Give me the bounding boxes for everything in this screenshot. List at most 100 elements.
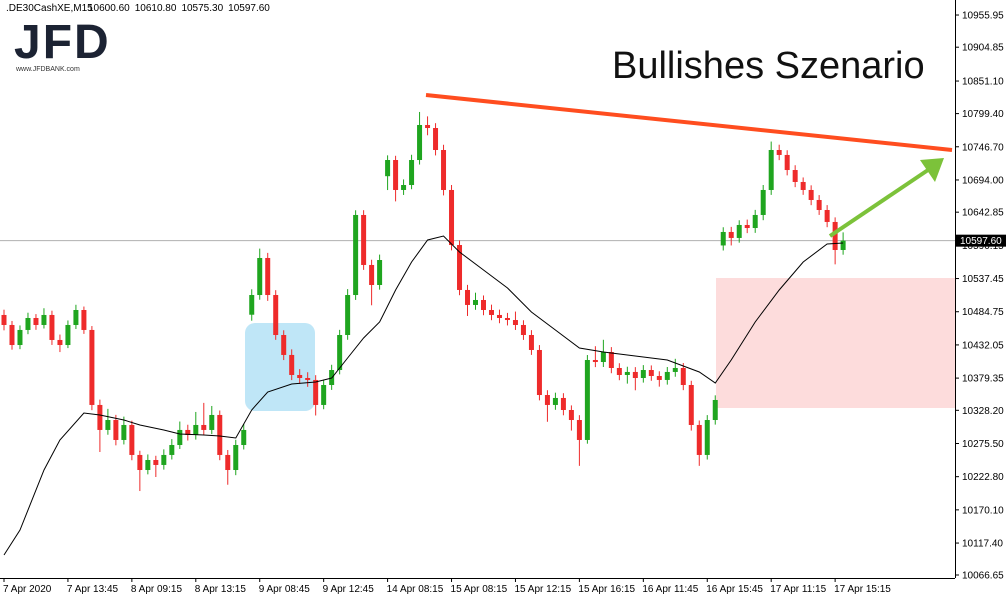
- x-tick-label: 7 Apr 13:45: [67, 584, 119, 595]
- header-value: 10610.80: [135, 3, 177, 14]
- last-price-box: [956, 234, 1006, 247]
- moving-average: [3, 235, 844, 556]
- candle-body: [664, 371, 670, 380]
- y-tick-label: 10537.45: [962, 274, 1004, 285]
- candle-body: [105, 420, 111, 430]
- candle-body: [784, 154, 790, 171]
- candle-body: [145, 459, 151, 471]
- candle-body: [89, 329, 95, 405]
- arrow-shaft: [828, 168, 930, 238]
- header-value: 10600.60: [88, 3, 130, 14]
- candle-body: [33, 317, 39, 325]
- candle-body: [433, 128, 439, 150]
- y-tick-label: 10484.75: [962, 307, 1004, 318]
- candle-body: [217, 414, 223, 455]
- y-tick-label: 10851.10: [962, 77, 1004, 88]
- candle-body: [776, 149, 782, 155]
- candle-body: [97, 404, 103, 430]
- candle-body: [321, 384, 327, 405]
- candle-body: [417, 124, 423, 161]
- candle-body: [736, 224, 742, 238]
- candle-body: [257, 257, 263, 296]
- candle-body: [568, 409, 574, 421]
- x-tick-label: 8 Apr 13:15: [195, 584, 247, 595]
- y-tick-label: 10799.40: [962, 109, 1004, 120]
- candle-body: [728, 231, 734, 238]
- x-tick-label: 16 Apr 15:45: [706, 584, 763, 595]
- candle-body: [193, 424, 199, 435]
- candle-body: [584, 359, 590, 440]
- candle-body: [1, 314, 7, 325]
- candle-body: [177, 429, 183, 446]
- candle-body: [696, 424, 702, 455]
- logo: JFD: [14, 16, 111, 69]
- candle-body: [800, 181, 806, 190]
- candle-body: [273, 295, 279, 335]
- y-tick-label: 10432.05: [962, 340, 1004, 351]
- y-tick-label: 10904.85: [962, 43, 1004, 54]
- candle-body: [129, 424, 135, 455]
- candle-body: [401, 185, 407, 190]
- candle-body: [345, 295, 351, 335]
- candle-body: [496, 314, 502, 318]
- candle-body: [201, 424, 207, 430]
- candle-body: [616, 367, 622, 375]
- candle-body: [121, 424, 127, 440]
- candle-body: [704, 420, 710, 455]
- candle-body: [169, 445, 175, 455]
- candle-body: [337, 334, 343, 371]
- x-tick-label: 15 Apr 16:15: [578, 584, 635, 595]
- candle-body: [281, 334, 287, 355]
- x-tick-label: 17 Apr 11:15: [770, 584, 826, 595]
- candle-body: [824, 210, 830, 222]
- candle-body: [49, 314, 55, 340]
- candle-body: [137, 454, 143, 471]
- candle-body: [744, 224, 750, 229]
- symbol: .DE30CashXE,M15: [6, 3, 93, 14]
- x-tick-label: 15 Apr 12:15: [514, 584, 571, 595]
- candle-body: [297, 374, 303, 379]
- y-tick-label: 10694.00: [962, 175, 1004, 186]
- candle-body: [512, 320, 518, 325]
- candle-body: [624, 371, 630, 375]
- logo-url: www.JFDBANK.com: [15, 66, 80, 73]
- plot: [0, 111, 955, 556]
- candle-body: [552, 397, 558, 405]
- candle-body: [832, 221, 838, 250]
- candle-body: [233, 445, 239, 471]
- trend-line: [425, 93, 953, 152]
- drawings-front: [425, 93, 953, 238]
- candle-body: [57, 339, 63, 346]
- x-tick-label: 14 Apr 08:15: [387, 584, 444, 595]
- candle-body: [528, 334, 534, 350]
- candle-body: [25, 317, 31, 330]
- y-tick-label: 10642.85: [962, 208, 1004, 219]
- candle-body: [393, 160, 399, 190]
- candle-body: [672, 367, 678, 372]
- x-tick-label: 8 Apr 09:15: [131, 584, 183, 595]
- candle-body: [81, 310, 87, 330]
- candle-body: [353, 214, 359, 296]
- candle-body: [560, 397, 566, 410]
- candle-body: [648, 370, 654, 376]
- header-values: 10600.60 10610.80 10575.30 10597.60: [88, 3, 270, 14]
- candle-body: [768, 149, 774, 190]
- candle-body: [465, 289, 471, 305]
- x-tick-label: 9 Apr 08:45: [259, 584, 311, 595]
- candle-body: [816, 199, 822, 211]
- candle-body: [265, 257, 271, 296]
- candle-body: [313, 379, 319, 405]
- candle-body: [153, 459, 159, 465]
- candle-body: [720, 231, 726, 246]
- candle-body: [209, 414, 215, 430]
- candle-body: [41, 314, 47, 325]
- x-tick-label: 7 Apr 2020: [3, 584, 52, 595]
- candle-body: [473, 299, 479, 305]
- y-tick-label: 10955.95: [962, 11, 1004, 22]
- candle-body: [369, 264, 375, 286]
- candle-body: [712, 399, 718, 421]
- candle-body: [600, 352, 606, 363]
- x-tick-label: 17 Apr 15:15: [834, 584, 891, 595]
- arrow-head: [920, 158, 944, 182]
